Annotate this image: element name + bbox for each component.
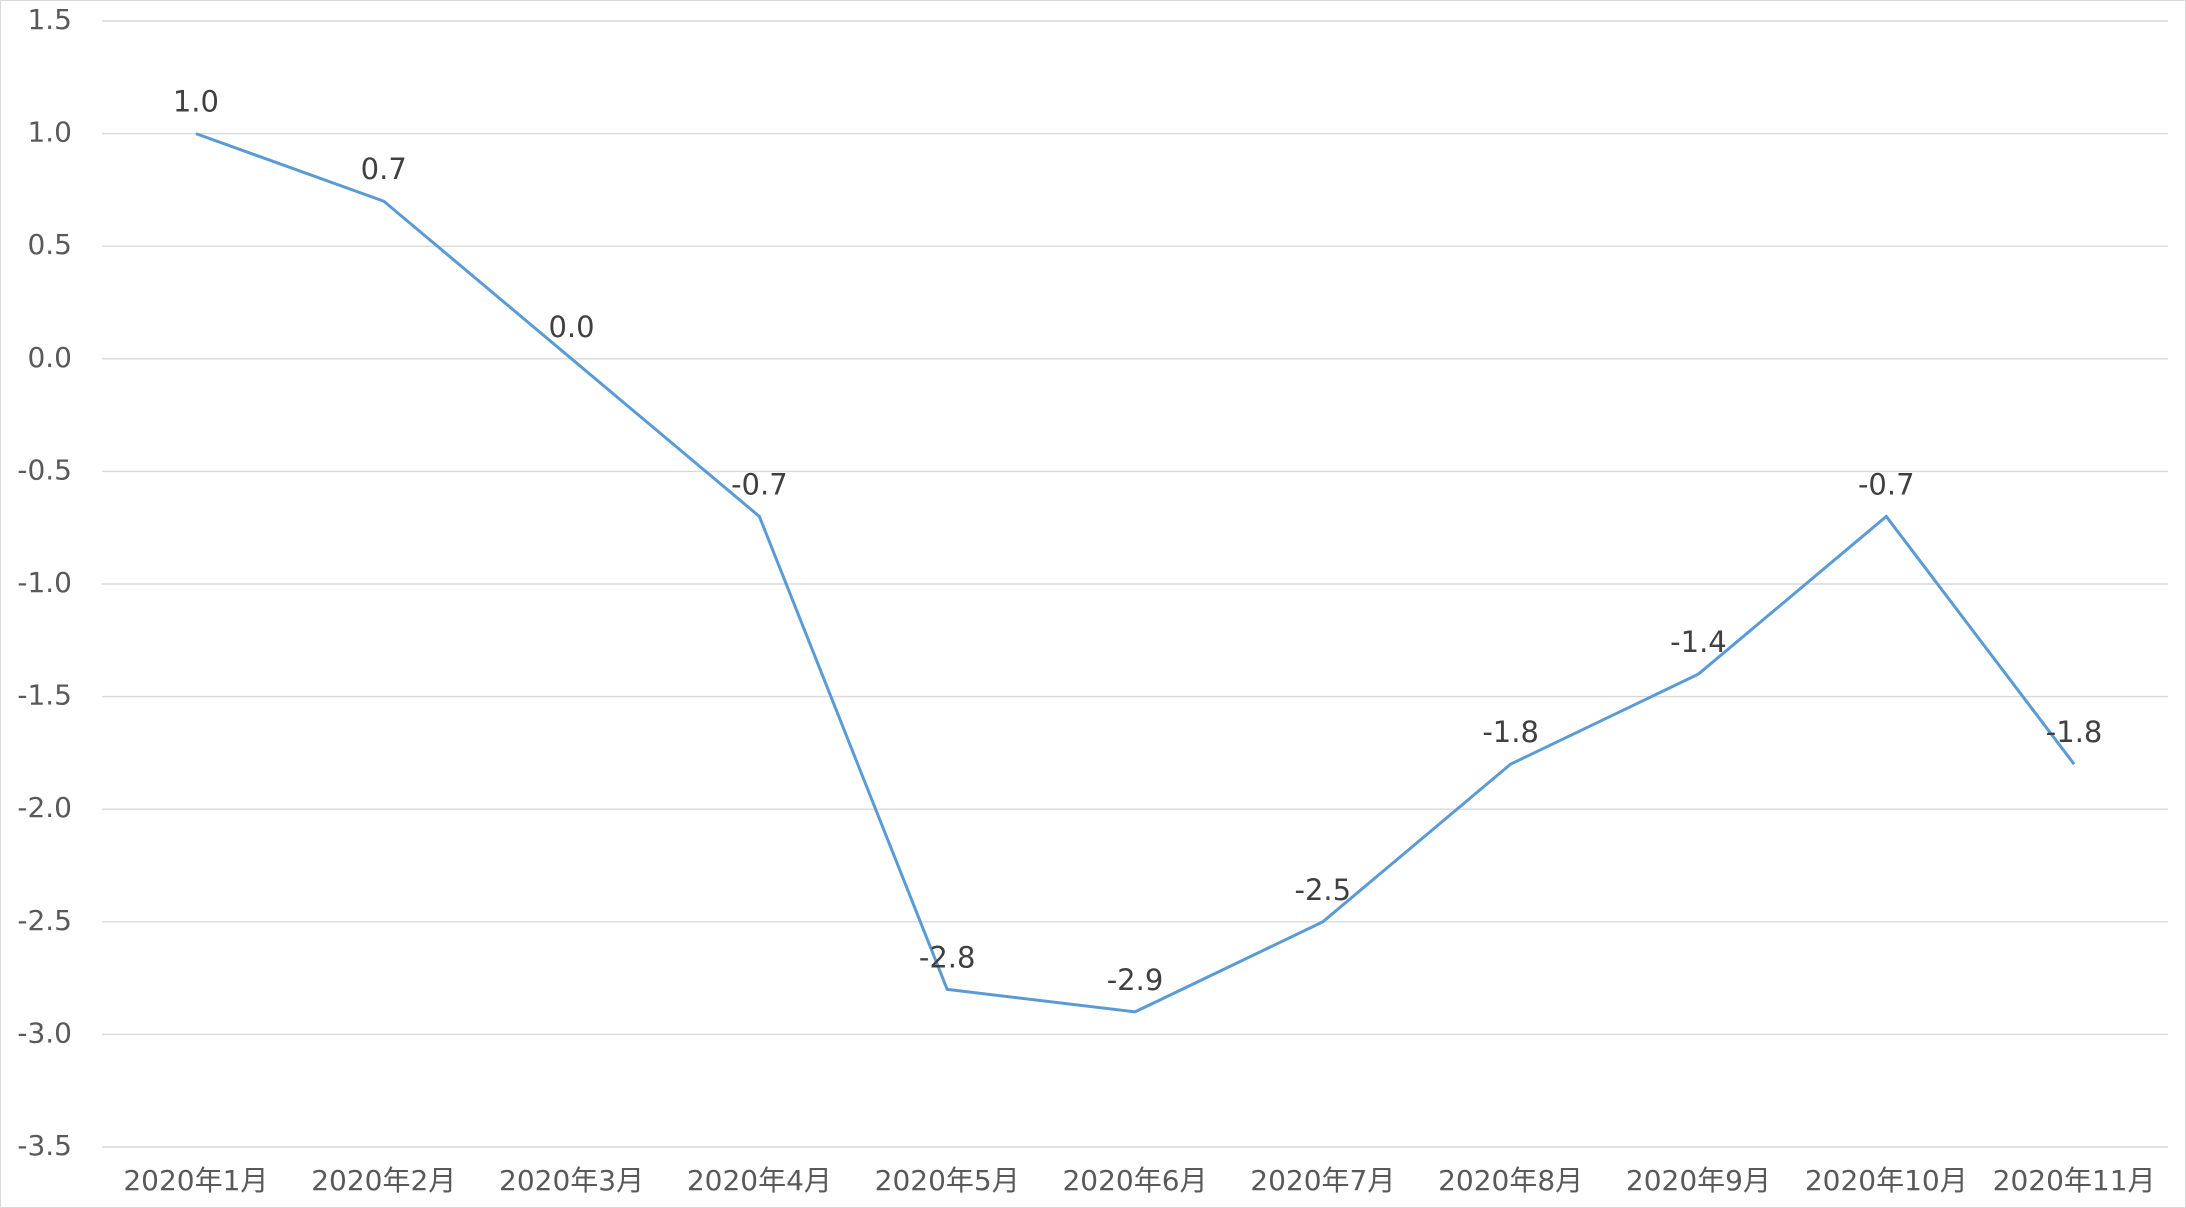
x-tick-label: 2020年10月 [1805, 1164, 1968, 1197]
data-label: -2.8 [919, 940, 976, 974]
y-tick-label: -0.5 [17, 453, 72, 486]
y-tick-label: 0.0 [27, 341, 72, 374]
data-label: 0.0 [548, 310, 594, 344]
x-tick-label: 2020年9月 [1626, 1164, 1771, 1197]
y-tick-label: -1.0 [17, 566, 72, 599]
data-label: -2.9 [1107, 963, 1164, 997]
y-tick-label: -2.0 [17, 791, 72, 824]
data-label: -1.4 [1670, 625, 1727, 659]
data-label: -1.8 [1482, 715, 1539, 749]
data-label: 0.7 [361, 152, 407, 186]
y-tick-label: -3.5 [17, 1129, 72, 1162]
y-tick-label: 1.5 [27, 3, 72, 36]
x-tick-label: 2020年3月 [499, 1164, 644, 1197]
x-tick-label: 2020年11月 [1993, 1164, 2156, 1197]
data-label: -0.7 [731, 467, 788, 501]
x-tick-label: 2020年8月 [1438, 1164, 1583, 1197]
data-label: -2.5 [1295, 873, 1352, 907]
x-tick-label: 2020年4月 [687, 1164, 832, 1197]
data-label: -0.7 [1858, 467, 1915, 501]
y-tick-label: 0.5 [27, 228, 72, 261]
y-tick-label: -2.5 [17, 904, 72, 937]
y-tick-label: -1.5 [17, 679, 72, 712]
x-tick-label: 2020年7月 [1250, 1164, 1395, 1197]
y-tick-label: 1.0 [27, 116, 72, 149]
data-line [195, 132, 2076, 1014]
x-tick-label: 2020年5月 [875, 1164, 1020, 1197]
x-tick-label: 2020年1月 [123, 1164, 268, 1197]
y-tick-label: -3.0 [17, 1016, 72, 1049]
data-label: -1.8 [2046, 715, 2103, 749]
x-tick-label: 2020年2月 [311, 1164, 456, 1197]
x-tick-label: 2020年6月 [1062, 1164, 1207, 1197]
data-label: 1.0 [173, 85, 219, 119]
